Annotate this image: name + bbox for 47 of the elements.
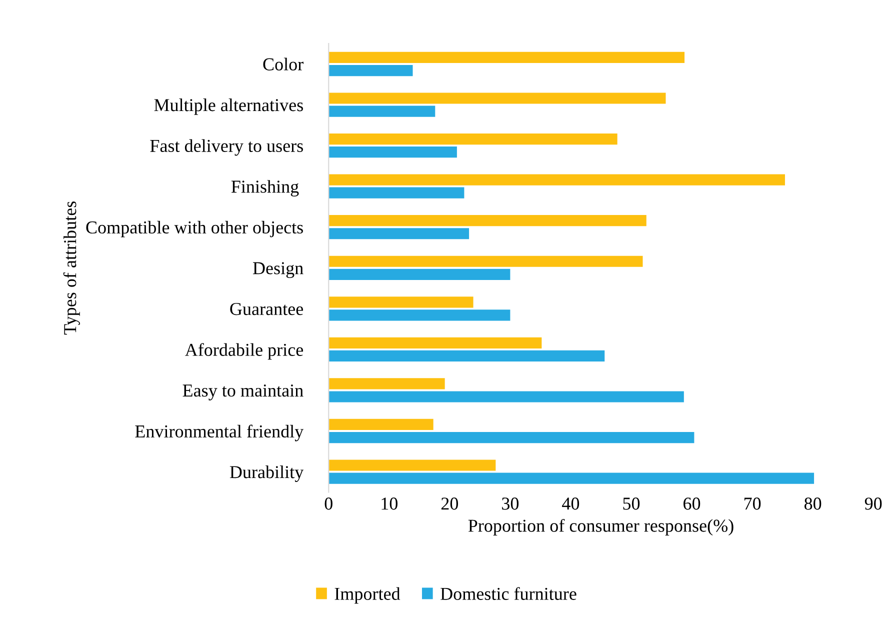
x-tick-label: 80 [804,498,822,510]
y-tick-label: Multiple alternatives [154,98,303,115]
bar [328,228,470,240]
y-tick-label: Finishing [231,180,299,196]
x-axis-title: Proportion of consumer response(%) [468,518,734,536]
bar [328,174,785,186]
bar [328,92,666,104]
y-tick-label: Easy to maintain [182,384,304,400]
bar [328,64,413,76]
bar [328,432,694,444]
x-tick-label: 70 [744,498,761,510]
y-tick-label: Design [252,262,304,278]
bar [328,215,646,226]
x-tick-label: 20 [441,498,458,510]
y-axis-title: Types of attributes [63,201,80,335]
x-tick-label: 30 [502,498,519,510]
bar [328,418,434,430]
y-tick-label: Compatible with other objects [86,220,303,238]
bar [328,296,474,308]
bar [328,378,445,390]
bar [328,256,643,267]
bar [328,52,685,64]
bar [328,187,464,198]
bar [328,133,618,145]
bar [328,146,457,158]
legend-label: Domestic furniture [440,587,576,600]
bar [328,106,436,117]
bar [328,310,510,321]
y-tick-label: Color [263,58,304,70]
bar [328,337,542,348]
x-tick-label: 40 [562,498,580,510]
bar [328,472,814,484]
bar [328,460,496,471]
x-tick-label: 50 [623,498,640,510]
legend-label: Imported [334,587,400,604]
x-tick-label: 0 [324,498,332,510]
y-tick-label: Fast delivery to users [150,139,303,156]
y-tick-label: Guarantee [230,302,303,316]
y-tick-label: Environmental friendly [135,424,304,442]
y-tick-label: Durability [230,466,304,482]
x-tick-label: 60 [684,498,700,510]
x-tick-label: 10 [382,498,398,510]
bar [328,268,510,280]
y-tick-label: Afordabile price [184,343,303,360]
bar [328,391,684,402]
bar [328,350,605,362]
x-tick-label: 90 [864,498,882,510]
